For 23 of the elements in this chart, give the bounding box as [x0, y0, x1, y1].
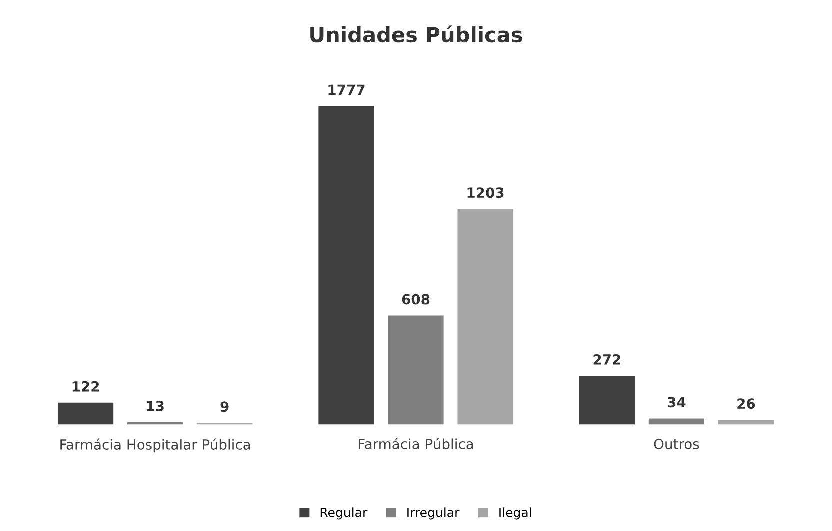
x-tick-label: Farmácia Pública — [358, 438, 474, 450]
bar — [58, 402, 114, 425]
legend-label: Regular — [320, 508, 368, 520]
bar — [648, 418, 704, 425]
bar — [718, 420, 774, 425]
data-label: 26 — [738, 398, 756, 410]
legend-label: Ilegal — [500, 508, 532, 520]
legend-label: Irregular — [408, 508, 460, 520]
bar — [388, 316, 444, 425]
data-label: 9 — [220, 402, 229, 412]
bar — [579, 376, 635, 425]
bar — [458, 209, 514, 425]
data-label: 1203 — [468, 188, 504, 198]
data-label: 34 — [668, 397, 686, 408]
data-label: 122 — [72, 381, 100, 392]
chart-title: Unidades Públicas — [310, 26, 522, 43]
data-label: 13 — [147, 400, 164, 412]
x-tick-label: Farmácia Hospitalar Pública — [60, 438, 250, 453]
data-label: 1777 — [328, 84, 365, 95]
bar — [318, 106, 374, 425]
data-label: 608 — [402, 294, 430, 305]
x-tick-label: Outros — [654, 438, 700, 450]
data-label: 272 — [594, 354, 620, 365]
